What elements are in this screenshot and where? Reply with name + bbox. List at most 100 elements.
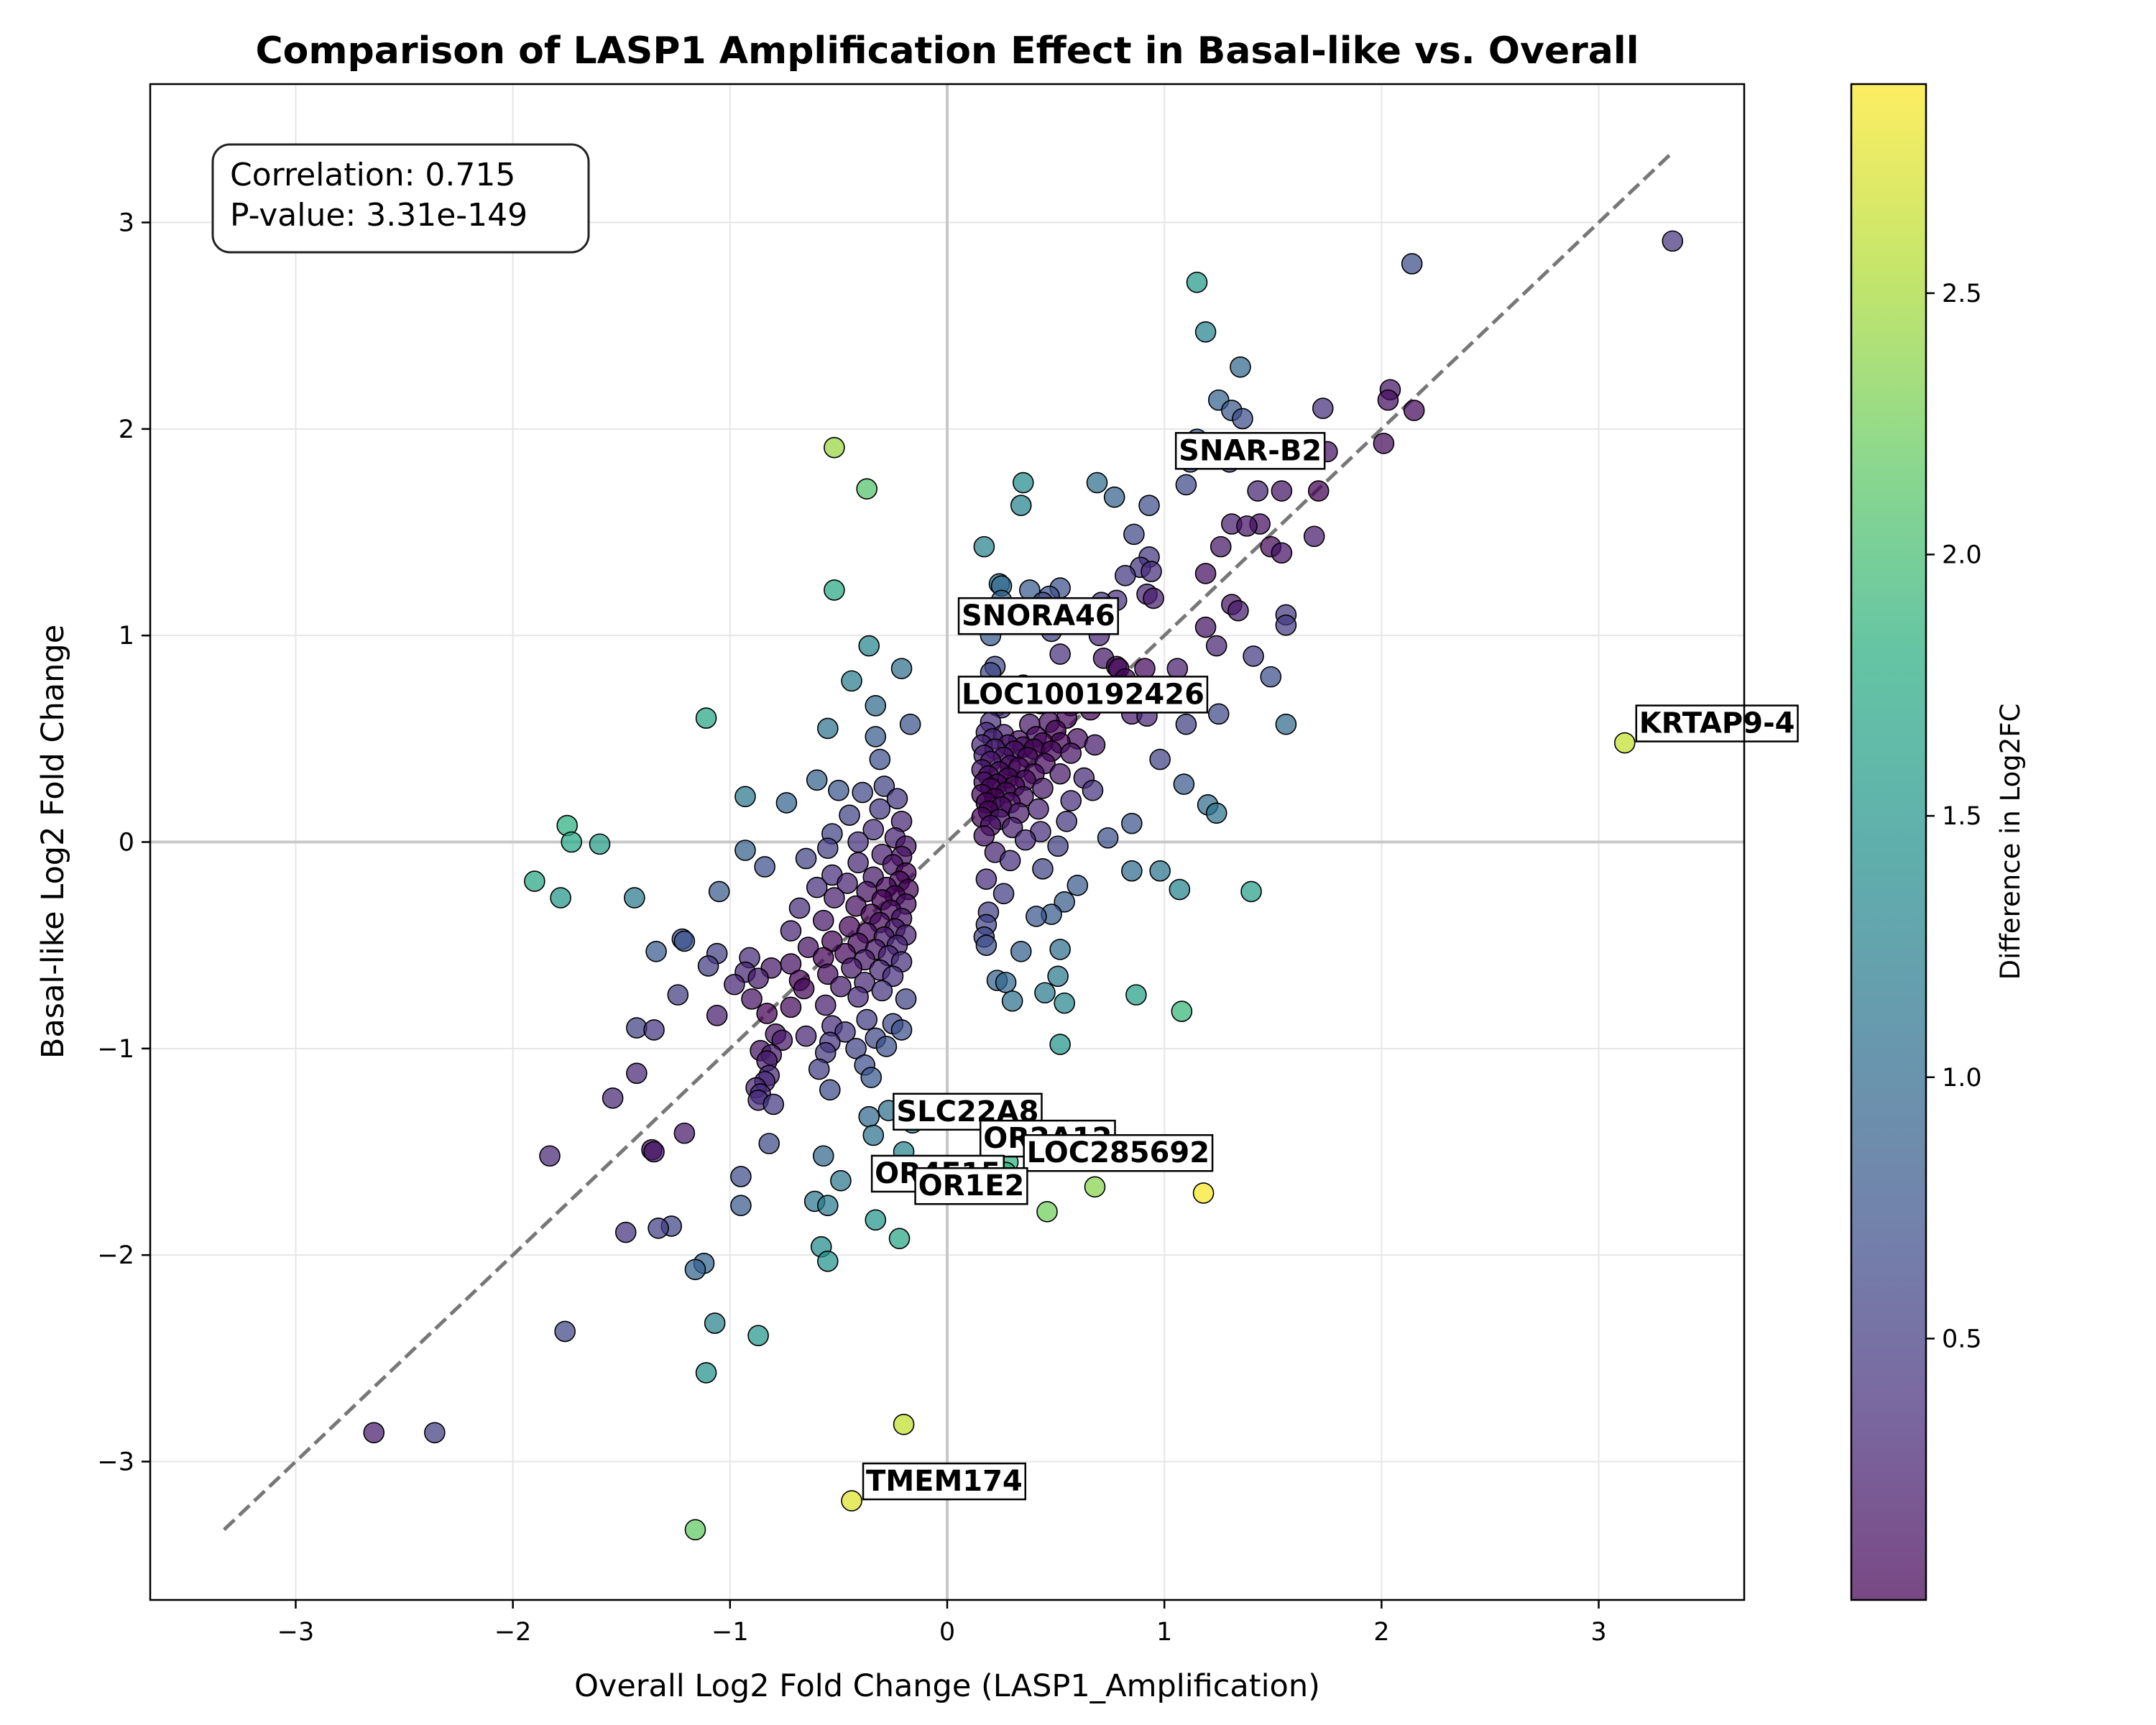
- scatter-point: [817, 717, 839, 740]
- scatter-point: [899, 713, 921, 735]
- y-tick-label: −3: [97, 1448, 134, 1476]
- scatter-point: [667, 984, 689, 1006]
- scatter-point: [1125, 984, 1147, 1006]
- scatter-point: [1032, 858, 1054, 880]
- scatter-point: [856, 1008, 877, 1031]
- annotation: TMEM174: [862, 1462, 1027, 1501]
- scatter-point: [1010, 940, 1032, 962]
- scatter-point: [862, 1124, 885, 1146]
- scatter-point: [758, 1133, 780, 1154]
- chart-title: Comparison of LASP1 Amplification Effect…: [255, 29, 1639, 73]
- scatter-point: [865, 1209, 887, 1231]
- scatter-point: [888, 1228, 911, 1249]
- scatter-point: [862, 819, 885, 841]
- scatter-point: [589, 833, 611, 855]
- scatter-point: [756, 1003, 778, 1024]
- scatter-point: [806, 769, 828, 791]
- y-tick-label: 1: [119, 622, 134, 650]
- scatter-point: [1194, 321, 1217, 343]
- scatter-point: [1194, 563, 1217, 584]
- scatter-point: [1049, 763, 1071, 785]
- scatter-point: [550, 887, 571, 908]
- scatter-point: [865, 726, 887, 748]
- scatter-point: [819, 1079, 841, 1101]
- scatter-point: [1026, 906, 1047, 927]
- scatter-point: [1614, 732, 1636, 754]
- scatter-point: [1240, 880, 1262, 903]
- scatter-point: [1084, 1176, 1106, 1198]
- scatter-point: [1012, 472, 1034, 494]
- y-tick-label: 2: [119, 415, 134, 444]
- colorbar-label: Difference in Log2FC: [1995, 704, 2026, 980]
- colorbar: 0.5 1.0 1.5 2.0 2.5 Difference in Log2FC: [1850, 83, 2026, 1601]
- colorbar-tick-label: 1.0: [1942, 1064, 1982, 1092]
- scatter-point: [1047, 835, 1069, 857]
- x-tick-label: −1: [711, 1618, 749, 1647]
- scatter-point: [1275, 713, 1297, 735]
- colorbar-gradient: [1851, 84, 1926, 1600]
- scatter-point: [1236, 515, 1258, 537]
- y-tick-label: 3: [119, 209, 134, 238]
- scatter-point: [975, 934, 998, 956]
- scatter-point: [561, 831, 583, 853]
- scatter-point: [1014, 829, 1036, 851]
- scatter-point: [1121, 812, 1143, 834]
- annotation: LOC285692: [1023, 1133, 1214, 1172]
- scatter-point: [1194, 616, 1217, 638]
- annotation: KRTAP9-4: [1635, 704, 1799, 742]
- x-tick-label: −2: [494, 1618, 532, 1647]
- annotation: LOC100192426: [957, 676, 1209, 714]
- scatter-point: [837, 873, 858, 894]
- scatter-point: [1032, 777, 1054, 799]
- scatter-point: [539, 1145, 561, 1167]
- scatter-point: [839, 804, 860, 826]
- scatter-point: [673, 1122, 696, 1144]
- scatter-point: [1056, 810, 1077, 832]
- annotation-label: SNAR-B2: [1179, 434, 1322, 467]
- scatter-point: [695, 1362, 717, 1384]
- scatter-point: [730, 1195, 752, 1217]
- scatter-point: [812, 1145, 834, 1167]
- scatter-point: [1207, 703, 1230, 725]
- scatter-point: [1054, 992, 1075, 1014]
- scatter-point: [1173, 773, 1195, 795]
- scatter-point: [875, 1036, 898, 1057]
- scatter-point: [814, 994, 837, 1016]
- scatter-point: [812, 909, 834, 932]
- scatter-point: [1049, 1034, 1071, 1055]
- annotation-box: [1023, 1133, 1214, 1172]
- scatter-point: [1312, 397, 1334, 419]
- scatter-point: [1097, 827, 1119, 849]
- annotation: SNORA46: [957, 597, 1119, 635]
- scatter-point: [602, 1087, 624, 1109]
- colorbar-tick-label: 2.5: [1942, 280, 1982, 308]
- scatter-point: [724, 973, 745, 995]
- scatter-point: [763, 1093, 785, 1116]
- scatter-point: [847, 852, 869, 874]
- scatter-point: [734, 786, 756, 808]
- scatter-point: [1060, 742, 1082, 764]
- scatter-point: [795, 847, 817, 870]
- scatter-point: [886, 788, 908, 809]
- annotation-label: KRTAP9-4: [1639, 707, 1795, 740]
- colorbar-tick-label: 2.0: [1942, 541, 1982, 570]
- scatter-point: [697, 955, 719, 977]
- scatter-point: [1001, 990, 1023, 1012]
- pvalue-text: P-value: 3.31e-149: [230, 197, 528, 234]
- colorbar-tick-label: 0.5: [1942, 1325, 1982, 1353]
- scatter-point: [893, 1413, 915, 1435]
- annotation-box: [914, 1167, 1028, 1205]
- scatter-point: [1275, 615, 1297, 636]
- scatter-points: [363, 230, 1684, 1541]
- scatter-point: [771, 1029, 793, 1052]
- gene-annotations: SNAR-B2 SNORA46 LOC100192426 KRTAP9-4 SLC22A…: [862, 432, 1799, 1501]
- scatter-point: [706, 1005, 728, 1026]
- scatter-point: [1086, 472, 1108, 494]
- scatter-point: [830, 975, 852, 998]
- y-tick-label: −1: [97, 1035, 134, 1064]
- scatter-point: [626, 1062, 648, 1085]
- scatter-point: [852, 781, 873, 804]
- scatter-point: [860, 1067, 883, 1088]
- scatter-point: [808, 1058, 830, 1080]
